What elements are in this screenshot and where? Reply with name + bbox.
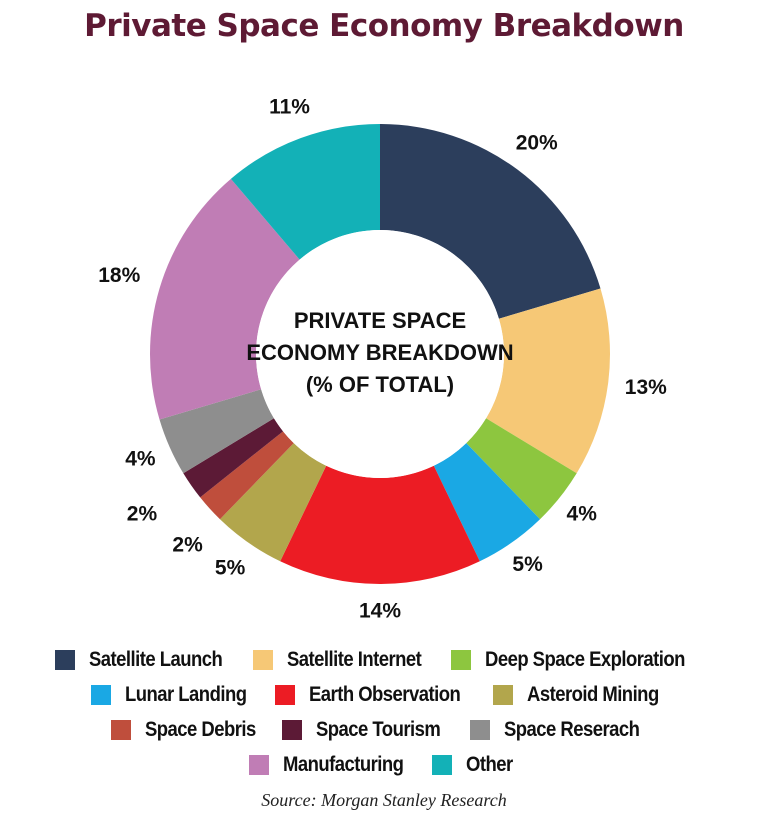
donut-slices: [150, 124, 610, 584]
percent-label-satellite-internet: 13%: [625, 376, 667, 399]
slice-satellite-internet: [486, 288, 610, 474]
percent-label-space-reserach: 4%: [125, 448, 156, 471]
legend-label: Manufacturing: [283, 752, 404, 776]
source-note: Source: Morgan Stanley Research: [261, 790, 507, 810]
legend-item-space-debris: Space Debris: [110, 717, 271, 742]
slice-space-tourism: [183, 418, 284, 498]
legend-swatch: [431, 754, 452, 775]
legend-row: Manufacturing Other: [0, 747, 768, 782]
percent-label-space-debris: 2%: [172, 534, 203, 557]
center-label-line-2: ECONOMY BREAKDOWN: [246, 340, 513, 365]
legend: Satellite Launch Satellite Internet Deep S…: [0, 642, 768, 782]
percent-label-asteroid-mining: 5%: [215, 556, 246, 579]
slice-other: [230, 124, 380, 260]
percent-label-space-tourism: 2%: [127, 503, 158, 526]
legend-swatch: [469, 719, 490, 740]
legend-label: Space Debris: [144, 717, 256, 741]
percent-label-satellite-launch: 20%: [516, 132, 558, 155]
legend-item-satellite-launch: Satellite Launch: [55, 648, 240, 672]
legend-swatch: [451, 649, 472, 670]
legend-label: Asteroid Mining: [527, 682, 659, 706]
slice-space-reserach: [159, 389, 274, 474]
slice-deep-space-exploration: [466, 418, 577, 520]
inner-ring: [260, 234, 500, 474]
slice-satellite-launch: [380, 124, 601, 319]
legend-item-satellite-internet: Satellite Internet: [252, 647, 440, 672]
slice-earth-observation: [280, 465, 480, 584]
percent-label-other: 11%: [269, 96, 310, 119]
legend-item-space-reserach: Space Reserach: [469, 717, 658, 742]
legend-swatch: [110, 719, 131, 740]
legend-swatch: [55, 649, 76, 670]
legend-item-manufacturing: Manufacturing: [249, 753, 420, 777]
legend-label: Satellite Launch: [89, 647, 223, 671]
percent-label-lunar-landing: 5%: [512, 553, 543, 576]
donut-chart: 20% 13% 4% 5% 14% 5% 2% 2% 4% 18% 11% PRIVATE SPAC…: [98, 96, 667, 623]
percent-label-earth-observation: 14%: [359, 600, 401, 623]
slice-manufacturing: [150, 178, 300, 420]
donut-hole: [256, 230, 504, 478]
legend-swatch: [275, 684, 296, 705]
center-label: PRIVATE SPACE ECONOMY BREAKDOWN (% OF TO…: [246, 308, 513, 397]
center-label-line-1: PRIVATE SPACE: [294, 308, 466, 333]
legend-label: Deep Space Exploration: [485, 647, 686, 671]
slice-space-debris: [200, 431, 294, 520]
legend-item-space-tourism: Space Tourism: [282, 718, 457, 742]
legend-item-asteroid-mining: Asteroid Mining: [493, 683, 677, 707]
legend-row: Space Debris Space Tourism Space Reserach: [0, 712, 768, 747]
legend-swatch: [493, 684, 514, 705]
legend-label: Space Tourism: [316, 717, 441, 741]
legend-label: Other: [465, 752, 513, 776]
chart-title: Private Space Economy Breakdown: [84, 8, 684, 44]
slice-lunar-landing: [433, 443, 541, 562]
legend-label: Lunar Landing: [125, 682, 247, 706]
legend-swatch: [282, 719, 303, 740]
legend-row: Satellite Launch Satellite Internet Deep S…: [0, 642, 768, 677]
legend-swatch: [252, 649, 273, 670]
center-label-line-3: (% OF TOTAL): [306, 372, 454, 397]
legend-swatch: [249, 754, 270, 775]
legend-row: Lunar Landing Earth Observation Asteroid M…: [0, 677, 768, 712]
legend-label: Satellite Internet: [286, 647, 422, 671]
legend-item-lunar-landing: Lunar Landing: [91, 683, 263, 707]
legend-item-deep-space-exploration: Deep Space Exploration: [451, 648, 712, 672]
percent-label-deep-space-exploration: 4%: [567, 502, 598, 525]
legend-swatch: [91, 684, 112, 705]
legend-item-other: Other: [431, 752, 519, 777]
legend-label: Earth Observation: [309, 682, 461, 706]
legend-label: Space Reserach: [503, 717, 640, 741]
percent-label-manufacturing: 18%: [98, 264, 140, 287]
slice-asteroid-mining: [219, 443, 327, 562]
percent-labels: 20% 13% 4% 5% 14% 5% 2% 2% 4% 18% 11%: [98, 96, 667, 623]
legend-item-earth-observation: Earth Observation: [275, 683, 481, 707]
